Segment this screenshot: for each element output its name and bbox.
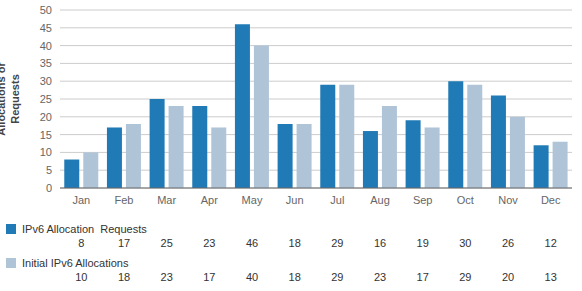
html-text:18: 18 (288, 237, 301, 249)
html-text:23: 23 (160, 271, 173, 283)
html-text:40: 40 (245, 271, 259, 283)
svg-text:Dec: Dec (541, 194, 561, 206)
svg-text:50: 50 (40, 4, 52, 16)
svg-text:10: 10 (40, 146, 52, 158)
svg-text:40: 40 (40, 40, 52, 52)
html-text:18: 18 (117, 271, 131, 283)
html-text:17: 17 (203, 271, 216, 283)
svg-text:Mar: Mar (157, 194, 176, 206)
svg-text:Oct: Oct (457, 194, 474, 206)
svg-text:15: 15 (40, 129, 52, 141)
svg-text:Nov: Nov (498, 194, 518, 206)
html-text:18: 18 (288, 271, 301, 283)
svg-text:Apr: Apr (201, 194, 218, 206)
html-text:29: 29 (331, 237, 344, 249)
html-text:17: 17 (117, 237, 131, 249)
html-text:12: 12 (544, 237, 557, 249)
html-text:16: 16 (373, 237, 387, 249)
svg-text:Aug: Aug (370, 194, 390, 206)
html-text:29: 29 (459, 271, 472, 283)
svg-text:Sep: Sep (413, 194, 433, 206)
html-text:25: 25 (160, 237, 173, 249)
html-text:29: 29 (331, 271, 344, 283)
svg-text:5: 5 (46, 164, 52, 176)
svg-text:Jul: Jul (330, 194, 344, 206)
html-text:13: 13 (544, 271, 557, 283)
html-text:19: 19 (416, 237, 429, 249)
svg-text:Allocations orRequests: Allocations orRequests (8, 62, 21, 136)
html-text:26: 26 (501, 237, 515, 249)
svg-text:30: 30 (40, 75, 52, 87)
html-text:23: 23 (203, 237, 216, 249)
svg-text:35: 35 (40, 57, 52, 69)
svg-text:Jun: Jun (286, 194, 304, 206)
svg-text:45: 45 (40, 22, 52, 34)
html-text:46: 46 (245, 237, 259, 249)
svg-text:0: 0 (46, 182, 52, 194)
svg-text:20: 20 (40, 111, 52, 123)
html-text:30: 30 (459, 237, 472, 249)
html-text:8: 8 (78, 237, 85, 249)
svg-text:Feb: Feb (115, 194, 134, 206)
html-text:Initial IPv6 Allocations: Initial IPv6 Allocations (22, 256, 129, 269)
html-text:IPv6 Allocation Requests: IPv6 Allocation Requests (22, 222, 147, 235)
html-text:17: 17 (416, 271, 429, 283)
html-text:23: 23 (373, 271, 387, 283)
html-text:20: 20 (501, 271, 515, 283)
html-text:10: 10 (75, 271, 88, 283)
svg-text:May: May (242, 194, 263, 206)
svg-text:25: 25 (40, 93, 52, 105)
svg-text:Jan: Jan (72, 194, 90, 206)
